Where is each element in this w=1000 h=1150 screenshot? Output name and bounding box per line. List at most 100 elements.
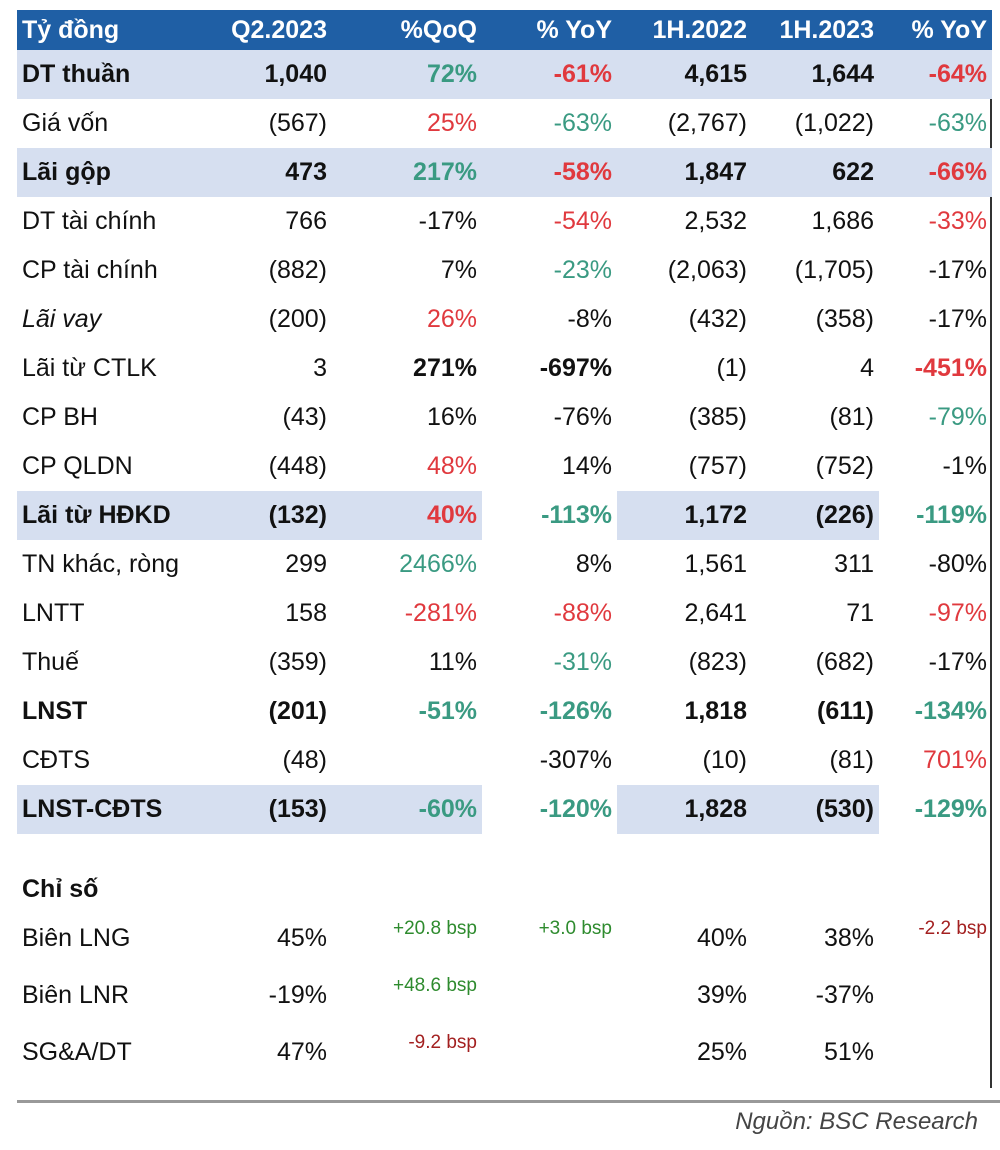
- cell-value: 71: [846, 599, 874, 627]
- cell-value: (432): [688, 305, 747, 333]
- cell-value: -120%: [539, 795, 612, 823]
- cell-value: (757): [688, 452, 747, 480]
- cell-value: -37%: [815, 981, 874, 1009]
- cell-value: (567): [268, 109, 327, 137]
- cell-value: (81): [829, 746, 874, 774]
- cell-value: -80%: [928, 550, 987, 578]
- cell-value: +3.0 bsp: [538, 918, 612, 939]
- table-row: Lãi gộp 473 217% -58% 1,847 622 -66%: [17, 148, 992, 197]
- cell-value: 473: [217, 148, 332, 197]
- table-row: LNST (201) -51% -126% 1,818 (611) -134%: [17, 687, 992, 736]
- cell-value: 7%: [440, 256, 477, 284]
- cell-value: -58%: [482, 148, 617, 197]
- section-title: Chỉ số: [22, 875, 99, 903]
- cell-value: -113%: [541, 501, 612, 529]
- cell-value: 47%: [276, 1038, 327, 1066]
- cell-value: 14%: [561, 452, 612, 480]
- header-yoy-quarter: % YoY: [482, 10, 617, 50]
- cell-value: -31%: [553, 648, 612, 676]
- table-row: Thuế (359) 11% -31% (823) (682) -17%: [17, 638, 992, 687]
- row-label: LNST-CĐTS: [17, 785, 217, 834]
- cell-value: (359): [268, 648, 327, 676]
- table-row: CP QLDN (448) 48% 14% (757) (752) -1%: [17, 442, 992, 491]
- table-row: DT thuần 1,040 72% -61% 4,615 1,644 -64%: [17, 50, 992, 99]
- cell-value: [879, 967, 992, 1024]
- cell-value: (530): [752, 785, 879, 834]
- cell-value: 4: [860, 354, 874, 382]
- cell-value: 1,172: [617, 491, 752, 540]
- cell-value: (81): [829, 403, 874, 431]
- cell-value: (752): [815, 452, 874, 480]
- cell-value: (1): [716, 354, 747, 382]
- cell-value: -88%: [553, 599, 612, 627]
- right-border-line: [990, 44, 992, 1088]
- financial-summary-table: Tỷ đồng Q2.2023 %QoQ % YoY 1H.2022 1H.20…: [17, 10, 992, 1081]
- cell-value: -60%: [332, 785, 482, 834]
- cell-value: -119%: [916, 501, 987, 529]
- table-row: Lãi từ HĐKD (132) 40% -113% 1,172 (226) …: [17, 491, 992, 540]
- cell-value: 39%: [696, 981, 747, 1009]
- cell-value: 2466%: [399, 550, 477, 578]
- bottom-divider: [17, 1100, 1000, 1103]
- cell-value: -63%: [928, 109, 987, 137]
- cell-value: (682): [815, 648, 874, 676]
- cell-value: (611): [817, 697, 874, 725]
- cell-value: -134%: [914, 697, 987, 725]
- cell-value: 299: [285, 550, 327, 578]
- cell-value: -281%: [404, 599, 477, 627]
- cell-value: +20.8 bsp: [393, 918, 477, 939]
- cell-value: 45%: [276, 924, 327, 952]
- cell-value: (2,063): [667, 256, 747, 284]
- cell-value: 8%: [575, 550, 612, 578]
- header-yoy-half: % YoY: [879, 10, 992, 50]
- row-label: CP QLDN: [22, 452, 133, 480]
- table-row: LNTT 158 -281% -88% 2,641 71 -97%: [17, 589, 992, 638]
- cell-value: -307%: [539, 746, 612, 774]
- cell-value: 26%: [426, 305, 477, 333]
- header-1h-2023: 1H.2023: [752, 10, 879, 50]
- cell-value: 1,040: [217, 50, 332, 99]
- cell-value: -23%: [553, 256, 612, 284]
- row-label: CĐTS: [22, 746, 91, 774]
- cell-value: (882): [268, 256, 327, 284]
- cell-value: (153): [217, 785, 332, 834]
- cell-value: (200): [268, 305, 327, 333]
- cell-value: 1,828: [617, 785, 752, 834]
- cell-value: -17%: [418, 207, 477, 235]
- table-row: CP tài chính (882) 7% -23% (2,063) (1,70…: [17, 246, 992, 295]
- section-row: Chỉ số: [17, 834, 992, 910]
- row-label: Giá vốn: [22, 109, 109, 137]
- cell-value: 51%: [823, 1038, 874, 1066]
- cell-value: (448): [268, 452, 327, 480]
- cell-value: +48.6 bsp: [393, 975, 477, 996]
- row-label: Lãi vay: [22, 305, 102, 333]
- cell-value: -66%: [879, 148, 992, 197]
- cell-value: 16%: [426, 403, 477, 431]
- cell-value: -63%: [553, 109, 612, 137]
- table-row: Lãi từ CTLK 3 271% -697% (1) 4 -451%: [17, 344, 992, 393]
- cell-value: 11%: [428, 648, 477, 676]
- cell-value: -19%: [268, 981, 327, 1009]
- cell-value: (358): [815, 305, 874, 333]
- cell-value: 1,561: [684, 550, 747, 578]
- cell-value: -697%: [539, 354, 612, 382]
- header-unit: Tỷ đồng: [17, 10, 217, 50]
- cell-value: -8%: [567, 305, 612, 333]
- ratio-row: Biên LNG 45% +20.8 bsp +3.0 bsp 40% 38% …: [17, 910, 992, 967]
- table-header-row: Tỷ đồng Q2.2023 %QoQ % YoY 1H.2022 1H.20…: [17, 10, 992, 50]
- table-row: CĐTS (48) -307% (10) (81) 701%: [17, 736, 992, 785]
- cell-value: 2,532: [684, 207, 747, 235]
- row-label: Lãi gộp: [17, 148, 217, 197]
- cell-value: 622: [752, 148, 879, 197]
- row-label: Lãi từ CTLK: [22, 354, 157, 382]
- cell-value: (201): [268, 697, 327, 725]
- cell-value: -9.2 bsp: [408, 1032, 477, 1053]
- cell-value: 217%: [332, 148, 482, 197]
- cell-value: 701%: [923, 746, 987, 774]
- cell-value: (385): [688, 403, 747, 431]
- cell-value: (48): [282, 746, 327, 774]
- row-label: SG&A/DT: [22, 1038, 132, 1066]
- cell-value: 3: [313, 354, 327, 382]
- table-row: TN khác, ròng 299 2466% 8% 1,561 311 -80…: [17, 540, 992, 589]
- cell-value: [879, 1024, 992, 1081]
